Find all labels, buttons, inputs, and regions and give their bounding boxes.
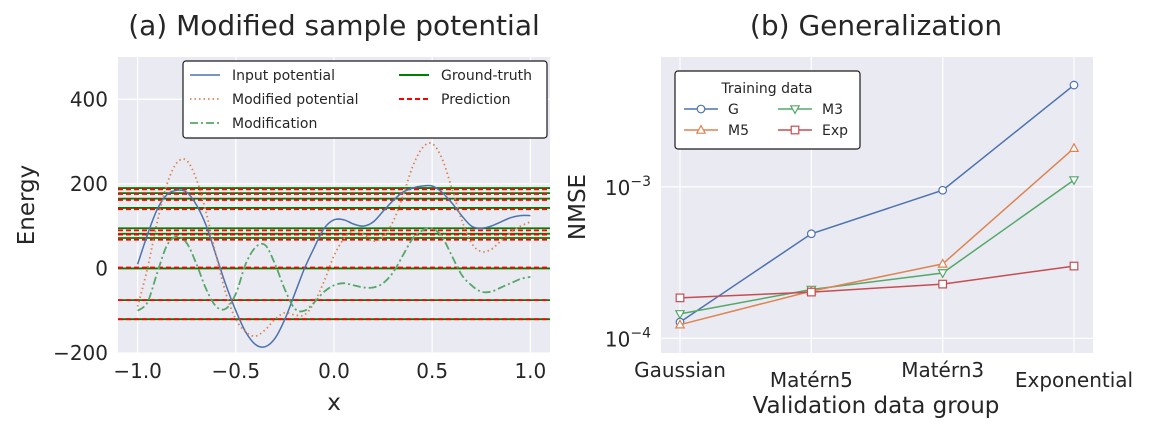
panel-a-series — [136, 142, 531, 348]
panel-a-legend: Input potential Modified potential Modif… — [182, 60, 548, 139]
x-tick-label: 1.0 — [514, 359, 546, 383]
panel-b: (b) Generalization Gaussian Matérn5 Matérn… — [565, 9, 1133, 419]
x-tick-label: Matérn5 — [770, 368, 853, 392]
x-tick-label: Exponential — [1015, 368, 1133, 392]
data-point-g — [1069, 80, 1079, 90]
legend-label-input-potential: Input potential — [232, 68, 335, 84]
panel-b-x-label: Validation data group — [753, 393, 1000, 419]
legend-marker-m5 — [695, 124, 707, 134]
data-point-exp — [938, 279, 948, 289]
panel-b-grid — [661, 57, 1093, 353]
y-tick-label: −200 — [53, 341, 108, 365]
panel-a-title: (a) Modified sample potential — [128, 9, 540, 42]
data-point-g — [938, 185, 948, 195]
data-point-exp — [1069, 261, 1079, 271]
data-point-exp — [806, 287, 816, 297]
x-tick-label: Matérn3 — [901, 358, 984, 382]
series-line-exp — [679, 265, 1075, 299]
y-tick-label: 10−4 — [605, 325, 651, 351]
panel-b-legend-box — [674, 70, 861, 150]
x-tick-label: 0.0 — [318, 359, 350, 383]
panel-b-legend: Training data G M3 M5 Exp — [674, 70, 861, 150]
data-point-g — [806, 229, 816, 239]
panel-b-title: (b) Generalization — [750, 9, 1002, 42]
panel-a-legend-box — [182, 60, 548, 139]
legend-label-m3: M3 — [822, 102, 843, 118]
legend-marker-exp — [790, 125, 800, 135]
panel-b-legend-title: Training data — [720, 81, 812, 97]
data-point-m3 — [1068, 176, 1080, 186]
legend-label-modification: Modification — [232, 116, 317, 132]
panel-b-x-ticks: Gaussian Matérn5 Matérn3 Exponential — [634, 358, 1133, 392]
legend-label-modified-potential: Modified potential — [232, 92, 358, 108]
data-point-exp — [675, 293, 685, 303]
series-line-input-potential — [136, 184, 531, 348]
legend-label-ground-truth: Ground-truth — [441, 68, 532, 84]
legend-label-exp: Exp — [822, 123, 848, 139]
series-line-g — [679, 84, 1075, 323]
panel-b-series — [674, 80, 1080, 329]
legend-marker-m3 — [789, 105, 801, 115]
panel-a-energy-levels — [118, 187, 550, 321]
legend-marker-g — [696, 104, 706, 114]
panel-a-y-label: Energy — [14, 165, 40, 246]
data-point-m5 — [1068, 142, 1080, 152]
y-tick-label: 400 — [70, 87, 108, 111]
x-tick-label: 0.5 — [416, 359, 448, 383]
data-point-m5 — [674, 319, 686, 329]
x-tick-label: Gaussian — [634, 358, 726, 382]
data-point-m3 — [937, 269, 948, 279]
panel-a: (a) Modified sample potential −1.0 −0.5 0.… — [14, 9, 550, 416]
legend-label-g: G — [728, 102, 739, 118]
y-tick-label: 200 — [70, 172, 108, 196]
legend-label-prediction: Prediction — [441, 92, 511, 108]
series-line-modification — [137, 227, 531, 313]
series-line-m3 — [679, 179, 1075, 315]
panel-a-x-label: x — [327, 390, 341, 416]
y-tick-label: 10−3 — [605, 174, 651, 200]
data-point-m3 — [674, 310, 686, 320]
data-point-m5 — [937, 258, 948, 268]
panel-a-y-ticks: −200 0 200 400 — [53, 87, 108, 365]
panel-b-y-ticks: 10−4 10−3 — [605, 174, 651, 351]
legend-label-m5: M5 — [728, 123, 749, 139]
x-tick-label: −1.0 — [113, 359, 162, 383]
series-line-m5 — [679, 147, 1075, 326]
panel-a-x-ticks: −1.0 −0.5 0.0 0.5 1.0 — [113, 359, 546, 383]
x-tick-label: −0.5 — [212, 359, 261, 383]
panel-b-y-label: NMSE — [565, 174, 591, 240]
y-tick-label: 0 — [95, 256, 108, 280]
